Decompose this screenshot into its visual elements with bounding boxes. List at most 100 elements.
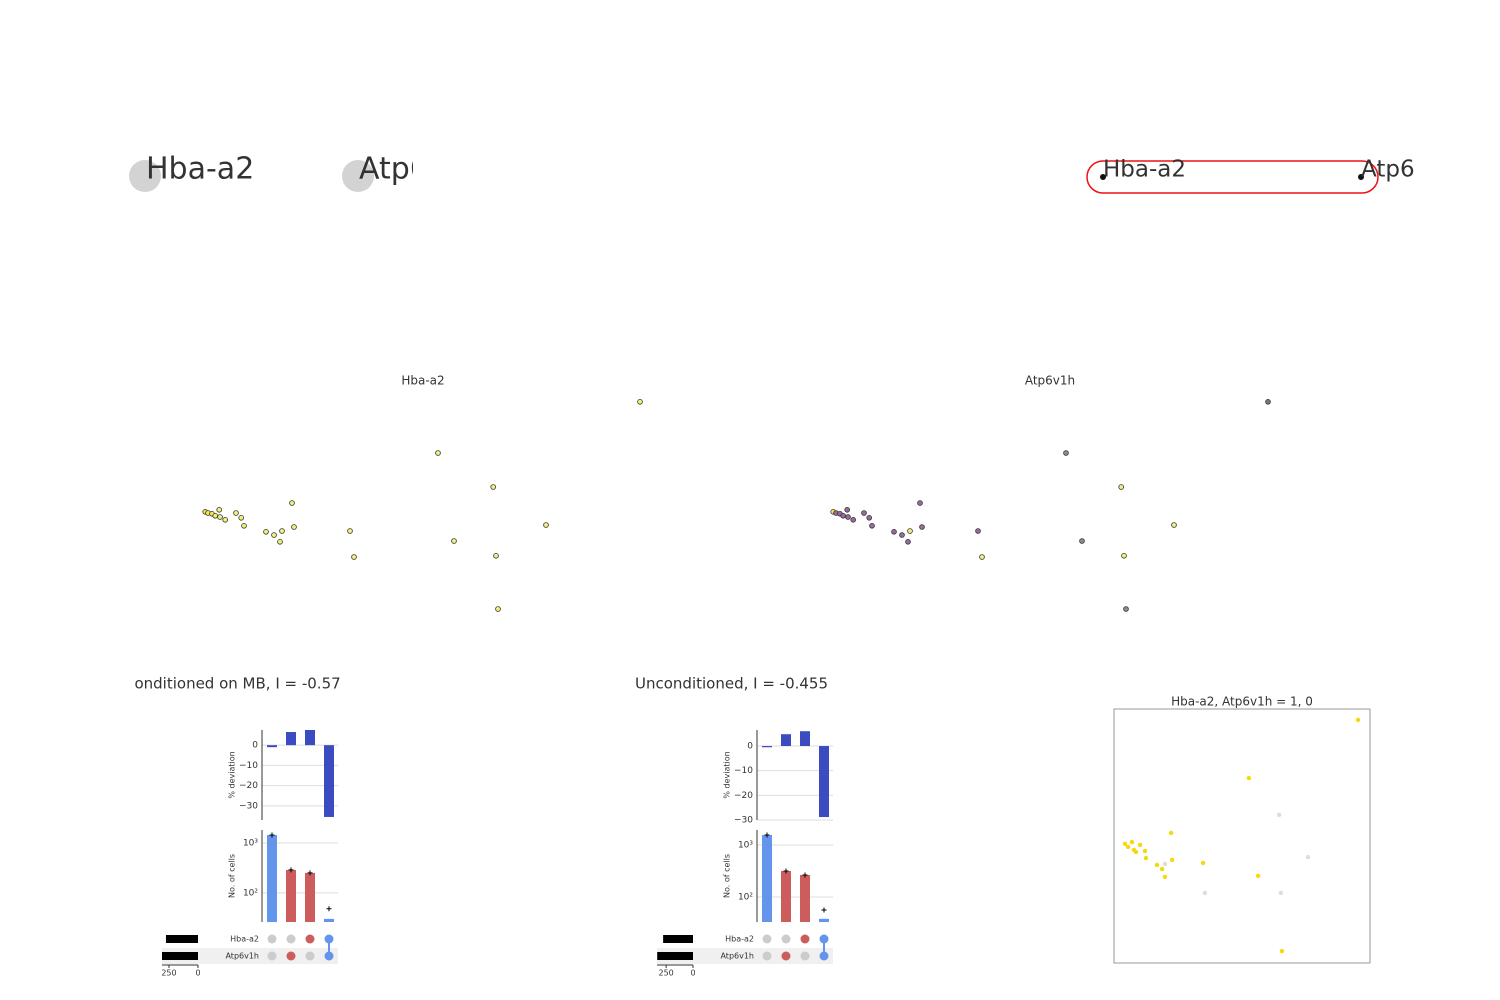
gene-label: Hba-a2: [146, 152, 254, 187]
membership-dot: [762, 934, 772, 944]
point: [263, 528, 269, 535]
point: [451, 538, 457, 544]
selected-genes: Hba-a2 Atp6v1h: [1100, 157, 1457, 183]
point: [1137, 842, 1143, 848]
y-tick-label: 10²: [243, 888, 258, 898]
point: [866, 514, 872, 521]
set-label: Atp6v1h: [720, 952, 754, 961]
y-tick-label: 0: [252, 741, 258, 751]
set-size-bar: [657, 952, 693, 960]
point: [216, 506, 223, 513]
point: [347, 528, 353, 534]
point: [907, 528, 913, 534]
point: [233, 510, 239, 516]
point: [637, 398, 643, 405]
point: [840, 512, 846, 519]
deviation-bar: [819, 746, 829, 818]
point: [435, 450, 441, 456]
upset-title: Unconditioned, I = -0.455: [635, 675, 828, 693]
membership-dot: [324, 934, 334, 944]
set-size-bar: [663, 935, 693, 943]
set-label: Hba-a2: [230, 935, 259, 944]
point: [1063, 450, 1069, 456]
point: [493, 552, 499, 559]
point: [279, 528, 285, 534]
deviation-bar: [305, 730, 315, 746]
count-bar: [819, 918, 829, 922]
point: [1169, 857, 1175, 863]
point: [271, 532, 277, 538]
membership-dot: [286, 951, 296, 961]
set-size-bar: [165, 935, 198, 943]
point: [1079, 538, 1085, 544]
expected-marker: [288, 867, 294, 873]
x-tick-label: 250: [658, 969, 673, 978]
point: [1279, 948, 1285, 954]
point: [1129, 839, 1135, 845]
selected-dot: [1358, 174, 1364, 180]
point: [1278, 890, 1284, 896]
row-shade: [657, 948, 833, 964]
set-label: Atp6v1h: [225, 952, 259, 961]
point: [1355, 717, 1361, 723]
gene-dot: [129, 160, 161, 192]
y-axis-label: No. of cells: [228, 854, 237, 898]
point: [905, 538, 911, 545]
upset-title-wrap: Conditioned on MB, I = -0.57: [124, 675, 341, 693]
point: [845, 514, 851, 520]
deviation-bar: [267, 745, 277, 748]
count-bar: [267, 834, 277, 922]
selected-dot: [1100, 174, 1106, 180]
gene-dot: [342, 160, 374, 192]
point: [975, 528, 981, 534]
count-bar: [305, 872, 315, 922]
point: [1162, 861, 1168, 867]
chart-title: Hba-a2: [401, 374, 444, 388]
y-tick-label: −10: [239, 761, 258, 771]
point: [919, 524, 925, 530]
point: [1154, 862, 1160, 868]
selected-label: Atp6v1h: [1361, 157, 1457, 183]
membership-dot: [324, 951, 334, 961]
membership-dot: [800, 951, 810, 961]
point: [1171, 522, 1177, 528]
deviation-bar: [781, 734, 791, 747]
y-axis-label: % deviation: [228, 751, 237, 798]
point: [850, 516, 856, 523]
point: [217, 514, 223, 520]
y-tick-label: 0: [747, 742, 753, 752]
y-tick-label: −30: [239, 801, 258, 811]
y-axis-label: % deviation: [723, 751, 732, 798]
point: [1118, 484, 1124, 490]
membership-dot: [305, 934, 315, 944]
point: [222, 516, 229, 523]
point: [891, 528, 897, 535]
point: [1202, 890, 1208, 896]
x-tick-label: 250: [161, 969, 176, 978]
upset-title-wrap: Unconditioned, I = -0.455: [635, 675, 828, 693]
point: [899, 532, 905, 538]
gene-label: Atp6v1h: [359, 152, 485, 187]
expected-marker: [821, 907, 827, 913]
point: [1143, 855, 1149, 861]
y-axis-label: No. of cells: [723, 854, 732, 898]
point: [1123, 606, 1129, 612]
point: [917, 500, 923, 506]
y-tick-label: 10²: [738, 892, 753, 902]
deviation-bar: [800, 731, 810, 747]
membership-dot: [781, 951, 791, 961]
count-bar: [286, 869, 296, 922]
point: [979, 554, 985, 560]
deviation-bars: [267, 730, 334, 817]
count-bar: [781, 870, 791, 922]
point: [212, 512, 219, 519]
point: [277, 538, 283, 545]
upset-title: Conditioned on MB, I = -0.57: [124, 675, 341, 693]
point: [1200, 860, 1206, 866]
membership-dot: [762, 951, 772, 961]
point: [490, 484, 497, 490]
point: [844, 506, 850, 513]
chart-title: Hba-a2, Atp6v1h = 1, 0: [1171, 695, 1313, 709]
y-tick-label: 10³: [738, 840, 753, 850]
